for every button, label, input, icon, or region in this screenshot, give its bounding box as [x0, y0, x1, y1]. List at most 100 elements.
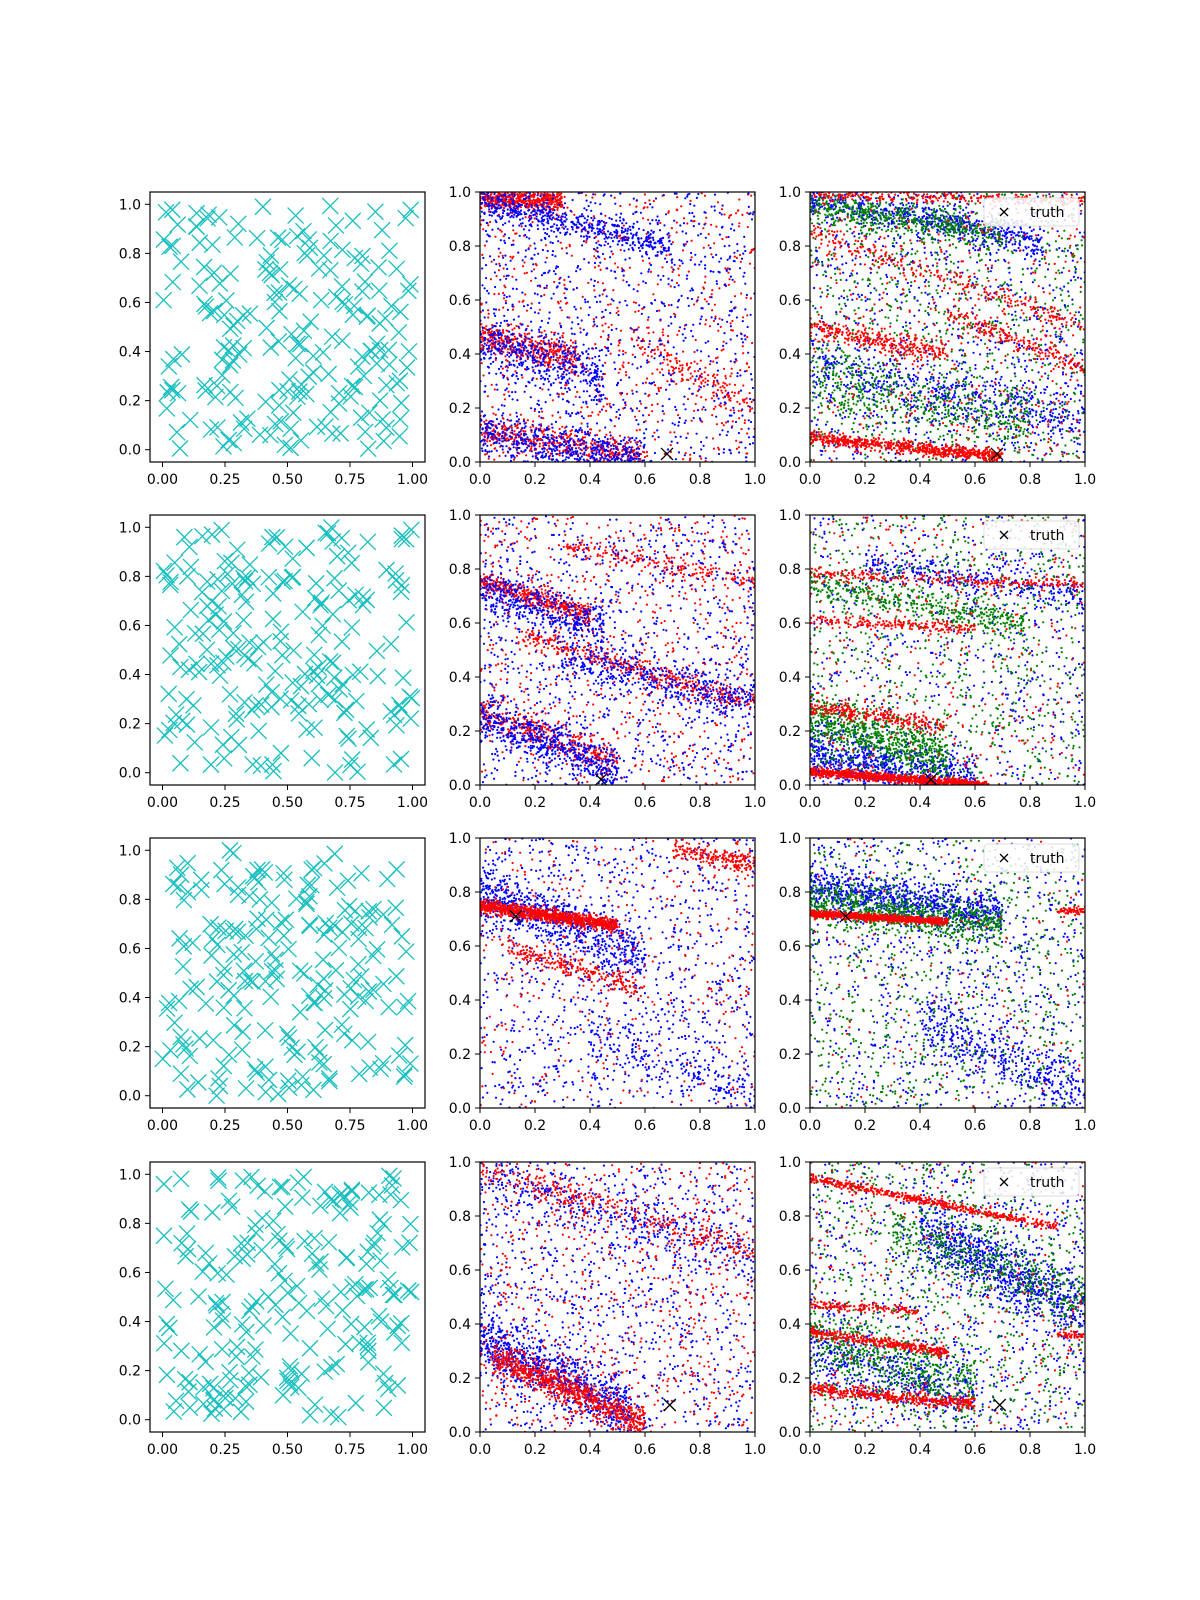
data-point — [524, 249, 528, 252]
data-point — [727, 235, 730, 239]
data-point — [546, 217, 549, 220]
data-point — [504, 454, 507, 457]
data-point — [645, 377, 649, 380]
data-point — [746, 452, 749, 455]
data-point — [596, 281, 600, 284]
data-point — [640, 312, 643, 315]
data-point — [540, 216, 543, 220]
data-point — [579, 448, 582, 451]
data-point — [955, 360, 958, 363]
data-point — [1009, 288, 1013, 292]
data-point — [704, 457, 707, 460]
data-point — [729, 325, 733, 328]
data-point — [533, 311, 537, 314]
data-point — [501, 215, 504, 218]
data-point — [569, 233, 572, 236]
data-point — [620, 229, 623, 232]
data-point — [661, 410, 664, 413]
data-point — [552, 292, 555, 295]
data-point — [624, 464, 626, 466]
data-point — [492, 189, 494, 191]
data-point — [615, 219, 618, 222]
data-point — [594, 235, 598, 238]
data-point — [600, 348, 604, 352]
data-point — [512, 229, 515, 232]
data-point — [1049, 362, 1052, 365]
data-point — [728, 244, 731, 247]
data-point — [636, 290, 639, 293]
sample-point — [215, 306, 233, 324]
data-point — [673, 423, 676, 426]
data-point — [485, 240, 488, 243]
data-point — [601, 229, 604, 232]
data-point — [493, 203, 496, 206]
data-point — [510, 419, 513, 422]
data-point — [595, 450, 598, 453]
data-point — [690, 329, 693, 332]
data-point — [704, 323, 707, 326]
data-point — [548, 343, 551, 346]
data-point — [556, 300, 560, 303]
data-point — [748, 392, 751, 395]
sample-point — [321, 197, 339, 215]
sample-point — [353, 348, 371, 366]
data-point — [686, 432, 690, 435]
data-point — [729, 227, 733, 230]
data-point — [603, 237, 606, 240]
data-point — [480, 362, 483, 365]
data-point — [539, 209, 542, 212]
data-point — [542, 207, 546, 210]
data-point — [505, 387, 508, 390]
data-point — [541, 203, 544, 206]
sample-point — [187, 217, 205, 235]
data-point — [632, 197, 635, 200]
data-point — [538, 201, 541, 204]
data-point — [501, 414, 504, 417]
data-point — [736, 243, 739, 246]
data-point — [661, 237, 664, 240]
data-point — [502, 291, 505, 295]
data-point — [632, 463, 634, 465]
data-point — [524, 216, 527, 219]
data-point — [914, 438, 917, 441]
data-point — [997, 348, 1000, 351]
data-point — [515, 411, 518, 414]
data-point — [484, 442, 487, 445]
data-point — [717, 270, 720, 273]
data-point — [592, 398, 596, 402]
data-point — [693, 360, 696, 363]
data-point — [490, 207, 493, 210]
data-point — [641, 255, 644, 258]
data-point — [481, 253, 484, 256]
data-point — [589, 368, 592, 371]
data-point — [608, 455, 611, 458]
data-point — [712, 319, 716, 322]
data-point — [499, 344, 502, 347]
data-point — [635, 383, 638, 386]
data-point — [601, 463, 603, 465]
data-point — [749, 297, 753, 300]
data-point — [746, 225, 749, 229]
data-point — [745, 296, 748, 299]
data-point — [729, 375, 732, 378]
data-point — [586, 430, 590, 433]
data-point — [510, 189, 512, 191]
data-point — [660, 239, 663, 242]
data-point — [552, 211, 555, 215]
data-point — [512, 255, 515, 258]
data-point — [637, 464, 639, 466]
data-point — [487, 194, 490, 198]
data-point — [718, 260, 721, 263]
data-point — [718, 404, 721, 407]
panel-r1c1: 0.00 0.25 0.50 0.75 1.000.00.20.40.60.81.0 — [119, 191, 428, 488]
data-point — [547, 388, 550, 391]
data-point — [860, 293, 864, 297]
data-point — [555, 218, 558, 221]
data-point — [522, 305, 526, 308]
data-point — [573, 333, 576, 336]
data-point — [576, 431, 580, 434]
data-point — [526, 366, 529, 369]
data-point — [926, 196, 929, 199]
data-point — [648, 340, 651, 343]
data-point — [640, 464, 642, 466]
